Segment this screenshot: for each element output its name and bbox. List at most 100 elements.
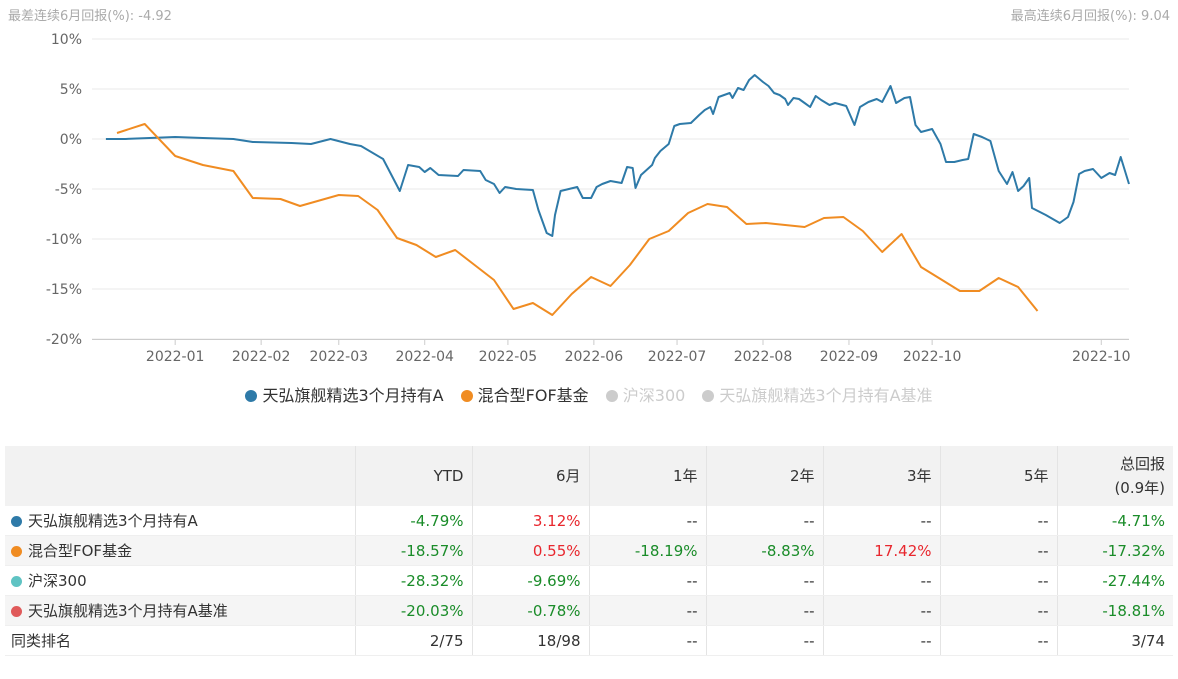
table-cell: -- <box>589 595 707 626</box>
legend-label: 沪深300 <box>622 386 686 405</box>
table-cell: -- <box>940 506 1058 536</box>
grid-lines <box>92 38 1129 340</box>
table-cell: -18.81% <box>1057 595 1173 626</box>
row-name: 天弘旗舰精选3个月持有A <box>5 506 356 536</box>
x-tick-label: 2022-06 <box>565 349 624 365</box>
legend-item-benchmark[interactable]: 天弘旗舰精选3个月持有A基准 <box>702 382 933 406</box>
table-header-row: YTD 6月 1年 2年 3年 5年 总回报 (0.9年) <box>5 446 1173 506</box>
table-row: 同类排名 2/75 18/98 -- -- -- -- 3/74 <box>5 625 1173 656</box>
table-cell: -- <box>823 625 941 656</box>
return-line-chart: 10%5%0%-5%-10%-15%-20% 2022-01 2022-02 202… <box>46 32 1131 365</box>
table-cell: -- <box>823 565 941 596</box>
table-cell: -- <box>940 535 1058 566</box>
header-5y: 5年 <box>940 446 1058 506</box>
x-tick-label: 2022-08 <box>734 349 793 365</box>
table-cell: -- <box>823 506 941 536</box>
y-axis-ticks: 10% 5% 0% -5% -10% -15% -20% <box>46 32 82 348</box>
table-cell: 0.55% <box>472 535 590 566</box>
table-cell: -9.69% <box>472 565 590 596</box>
series-line-0 <box>105 74 1130 237</box>
x-tick-label: 2022-05 <box>479 349 538 365</box>
table-cell: -8.83% <box>706 535 824 566</box>
table-cell: -- <box>706 506 824 536</box>
y-tick-label: -15% <box>46 282 82 298</box>
table-row: 混合型FOF基金 -18.57% 0.55% -18.19% -8.83% 17.42% -… <box>5 535 1173 566</box>
y-tick-label: 5% <box>60 82 82 98</box>
series-lines <box>105 74 1130 316</box>
header-1y: 1年 <box>589 446 707 506</box>
legend-item-hs300[interactable]: 沪深300 <box>605 382 686 406</box>
table-row: 沪深300 -28.32% -9.69% -- -- -- -- -27.44% <box>5 565 1173 596</box>
x-tick-label: 2022-10 <box>903 349 962 365</box>
table-cell: 3.12% <box>472 506 590 536</box>
x-tick-label: 2022-02 <box>232 349 291 365</box>
row-dot-icon <box>11 546 22 557</box>
row-name-label: 天弘旗舰精选3个月持有A <box>28 512 198 530</box>
x-tick-label: 2022-03 <box>310 349 369 365</box>
header-2y: 2年 <box>706 446 824 506</box>
legend-dot-icon <box>605 390 618 402</box>
legend-label: 天弘旗舰精选3个月持有A基准 <box>719 386 933 405</box>
header-total-return: 总回报 (0.9年) <box>1057 446 1173 506</box>
legend-dot-icon <box>702 390 715 402</box>
best-6m-return-note: 最高连续6月回报(%): 9.04 <box>1010 9 1170 24</box>
row-name: 沪深300 <box>5 565 356 596</box>
table-cell: -- <box>589 506 707 536</box>
table-cell: 3/74 <box>1057 625 1173 656</box>
row-name: 天弘旗舰精选3个月持有A基准 <box>5 595 356 626</box>
legend-label: 天弘旗舰精选3个月持有A <box>262 386 444 405</box>
table-cell: -4.71% <box>1057 506 1173 536</box>
row-name-label: 沪深300 <box>28 572 87 590</box>
table-cell: -18.57% <box>355 535 473 566</box>
table-cell: -20.03% <box>355 595 473 626</box>
worst-6m-return-note: 最差连续6月回报(%): -4.92 <box>8 9 172 24</box>
table-cell: -- <box>589 625 707 656</box>
legend-item-category[interactable]: 混合型FOF基金 <box>460 382 589 406</box>
table-cell: -28.32% <box>355 565 473 596</box>
row-dot-icon <box>11 606 22 617</box>
table-cell: -- <box>589 565 707 596</box>
chart-legend: 天弘旗舰精选3个月持有A 混合型FOF基金 沪深300 天弘旗舰精选3个月持有A… <box>0 382 1178 406</box>
table-cell: -- <box>706 595 824 626</box>
series-line-1 <box>116 123 1039 316</box>
table-cell: -0.78% <box>472 595 590 626</box>
table-cell: -18.19% <box>589 535 707 566</box>
table-cell: -- <box>940 595 1058 626</box>
x-tick-label: 2022-10 <box>1072 349 1131 365</box>
header-ytd: YTD <box>355 446 473 506</box>
table-row: 天弘旗舰精选3个月持有A -4.79% 3.12% -- -- -- -- -4.71% <box>5 506 1173 536</box>
x-tick-label: 2022-01 <box>146 349 205 365</box>
row-name-label: 同类排名 <box>11 632 72 650</box>
table-cell: 2/75 <box>355 625 473 656</box>
header-6m: 6月 <box>472 446 590 506</box>
y-tick-label: 0% <box>60 132 82 148</box>
table-cell: -27.44% <box>1057 565 1173 596</box>
table-cell: -- <box>940 565 1058 596</box>
table-cell: -- <box>940 625 1058 656</box>
table-cell: 17.42% <box>823 535 941 566</box>
legend-item-fund[interactable]: 天弘旗舰精选3个月持有A <box>245 382 444 406</box>
x-tick-label: 2022-09 <box>820 349 879 365</box>
y-tick-label: -20% <box>46 332 82 348</box>
header-total-line1: 总回报 <box>1119 455 1165 473</box>
header-name <box>5 446 356 506</box>
y-tick-label: -5% <box>55 182 82 198</box>
table-cell: -17.32% <box>1057 535 1173 566</box>
x-tick-label: 2022-04 <box>395 349 454 365</box>
table-cell: 18/98 <box>472 625 590 656</box>
x-axis-ticks: 2022-01 2022-02 2022-03 2022-04 2022-05 2022-… <box>146 339 1131 365</box>
table-cell: -- <box>706 625 824 656</box>
row-name: 混合型FOF基金 <box>5 535 356 566</box>
x-tick-label: 2022-07 <box>648 349 707 365</box>
row-name-label: 天弘旗舰精选3个月持有A基准 <box>28 602 228 620</box>
table-cell: -4.79% <box>355 506 473 536</box>
row-name: 同类排名 <box>5 625 356 656</box>
y-tick-label: 10% <box>51 32 82 48</box>
legend-label: 混合型FOF基金 <box>477 386 589 405</box>
row-dot-icon <box>11 576 22 587</box>
table-cell: -- <box>823 595 941 626</box>
legend-dot-icon <box>245 390 258 402</box>
header-3y: 3年 <box>823 446 941 506</box>
legend-dot-icon <box>460 390 473 402</box>
table-cell: -- <box>706 565 824 596</box>
